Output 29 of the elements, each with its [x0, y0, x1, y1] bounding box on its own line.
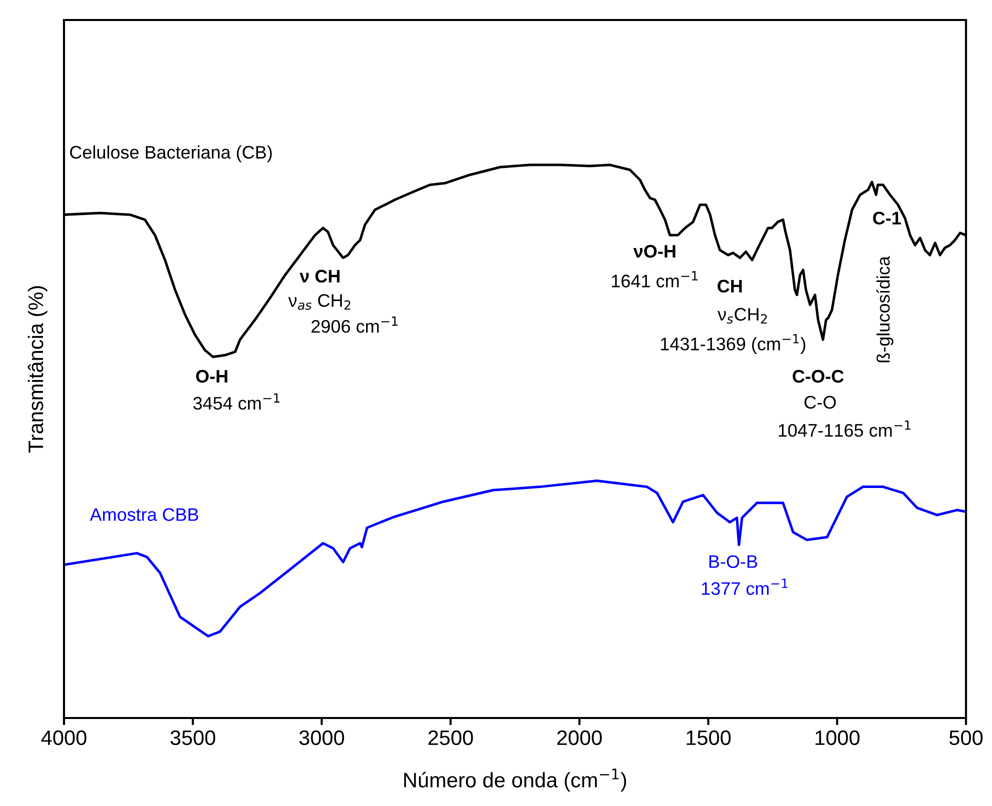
annotation: νO-H	[633, 244, 676, 258]
text: Celulose Bacteriana (CB)	[70, 145, 272, 162]
annotation: ß-glucosídica	[876, 256, 894, 362]
annotation: ν CH	[300, 270, 340, 283]
annotation: 1641 cm$^{−1}$	[612, 271, 698, 288]
x-tick-label: 1500	[686, 730, 731, 746]
annotation: C-1	[873, 212, 901, 225]
x-axis-title: Número de onda (cm$^{−1}$)	[404, 768, 626, 792]
x-tick-label: 3500	[170, 730, 216, 746]
annotation: C-O	[804, 396, 836, 409]
annotation: C-O-C	[792, 370, 844, 383]
x-tick-label: 1000	[816, 730, 860, 746]
annotation: 2906 cm$^{−1}$	[312, 316, 398, 333]
x-tick-label: 2000	[557, 730, 602, 746]
annotation: 1377 cm$^{−1}$	[702, 578, 788, 595]
y-axis-title: Transmitância (%)	[28, 286, 48, 453]
x-tick-label: 2500	[428, 730, 473, 746]
annotation: 1431-1369 (cm$^{−1}$)	[661, 334, 806, 354]
annotation: O-H	[196, 370, 228, 383]
annotation: ν$_{as}$ CH$_{2}$	[288, 294, 350, 310]
x-tick-label: 4000	[41, 730, 86, 746]
annotation: CH	[718, 280, 742, 293]
annotation: B-O-B	[709, 555, 758, 568]
x-tick-label: 500	[949, 730, 983, 746]
annotation: ν$_{s}$CH$_{2}$	[718, 308, 767, 324]
text: Amostra CBB	[90, 508, 198, 521]
annotation: 1047-1165 cm$^{−1}$	[778, 420, 911, 437]
x-tick-label: 3000	[299, 730, 344, 746]
annotation: 3454 cm$^{−1}$	[193, 393, 280, 410]
